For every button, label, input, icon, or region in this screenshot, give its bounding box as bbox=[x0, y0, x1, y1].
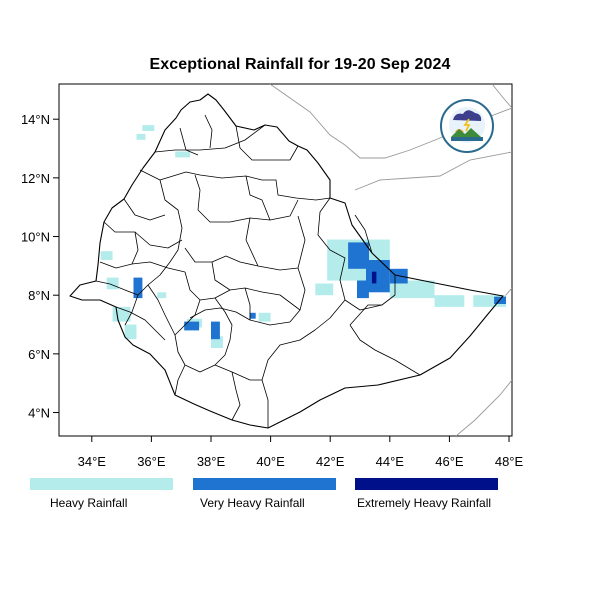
lat-tick-label: 10°N bbox=[21, 230, 50, 245]
rainfall-cell-very-heavy bbox=[184, 321, 200, 331]
logo-mountain-icon bbox=[451, 128, 481, 137]
rainfall-cell-very-heavy bbox=[211, 321, 220, 340]
rainfall-cell-heavy bbox=[175, 151, 191, 158]
legend-label-very-heavy: Very Heavy Rainfall bbox=[200, 496, 305, 510]
axes: 34°E 36°E 38°E 40°E 42°E 44°E 46°E 48°E 4°N 6°N 8°… bbox=[21, 112, 524, 469]
rainfall-cell-very-heavy bbox=[357, 280, 369, 299]
legend-label-heavy: Heavy Rainfall bbox=[50, 496, 128, 510]
rainfall-cell-heavy bbox=[434, 295, 465, 307]
lon-tick-label: 40°E bbox=[256, 454, 285, 469]
lon-tick-label: 46°E bbox=[435, 454, 464, 469]
logo-base-band bbox=[451, 137, 483, 141]
rainfall-cell-very-heavy bbox=[366, 260, 390, 293]
admin-boundaries bbox=[95, 114, 421, 428]
lon-tick-label: 38°E bbox=[197, 454, 226, 469]
map-title: Exceptional Rainfall for 19-20 Sep 2024 bbox=[149, 56, 451, 73]
rainfall-cell-heavy bbox=[106, 277, 119, 290]
rainfall-layer bbox=[100, 125, 507, 348]
map-frame bbox=[58, 83, 513, 437]
lat-tick-label: 4°N bbox=[28, 406, 50, 421]
legend-swatch-extremely-heavy bbox=[355, 478, 498, 490]
rainfall-cell-extremely-heavy bbox=[371, 271, 377, 284]
rainfall-cell-heavy bbox=[157, 292, 167, 299]
rainfall-cell-heavy bbox=[211, 336, 223, 348]
legend-swatch-very-heavy bbox=[193, 478, 336, 490]
rainfall-cell-heavy bbox=[100, 251, 113, 260]
rainfall-cell-heavy bbox=[389, 280, 435, 299]
legend-swatch-heavy bbox=[30, 478, 173, 490]
rainfall-cell-heavy bbox=[315, 283, 334, 296]
country-border bbox=[69, 93, 504, 429]
meteorology-institute-logo bbox=[440, 99, 494, 153]
rainfall-cell-heavy bbox=[258, 312, 271, 322]
rainfall-cell-heavy bbox=[473, 295, 507, 307]
legend-label-extremely-heavy: Extremely Heavy Rainfall bbox=[357, 496, 492, 510]
rainfall-cell-heavy bbox=[142, 125, 155, 131]
lat-tick-label: 14°N bbox=[21, 112, 50, 127]
lon-tick-label: 34°E bbox=[78, 454, 107, 469]
rainfall-cell-very-heavy bbox=[348, 242, 369, 269]
rainfall-cell-very-heavy bbox=[133, 277, 143, 299]
rainfall-cell-heavy bbox=[124, 324, 137, 340]
lon-tick-label: 48°E bbox=[495, 454, 524, 469]
lon-tick-label: 44°E bbox=[376, 454, 405, 469]
lat-tick-label: 6°N bbox=[28, 347, 50, 362]
lat-tick-label: 8°N bbox=[28, 288, 50, 303]
lat-tick-label: 12°N bbox=[21, 171, 50, 186]
lon-tick-label: 42°E bbox=[316, 454, 345, 469]
logo-lightning-icon bbox=[463, 118, 471, 132]
lon-tick-label: 36°E bbox=[137, 454, 166, 469]
rainfall-cell-heavy bbox=[136, 133, 146, 140]
logo-cloud-icon bbox=[453, 110, 482, 121]
rainfall-cell-very-heavy bbox=[249, 312, 256, 319]
